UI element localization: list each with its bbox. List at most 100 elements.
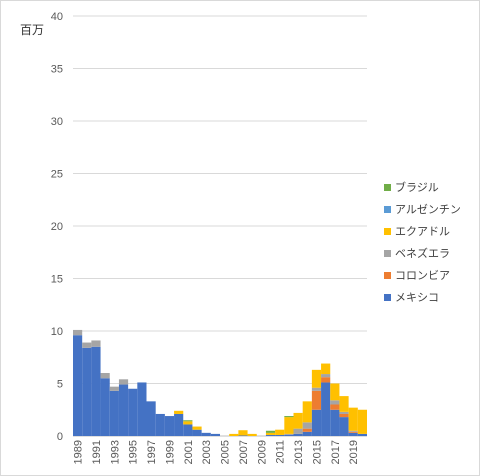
legend-item: ブラジル <box>384 176 461 198</box>
legend-label: メキシコ <box>395 291 439 304</box>
bar-segment <box>330 400 340 405</box>
x-tick-label: 2005 <box>220 440 232 464</box>
bar-segment <box>192 426 202 430</box>
bar-segment <box>348 407 358 431</box>
bar-segment <box>311 390 322 410</box>
legend-item: メキシコ <box>384 286 461 308</box>
legend-swatch <box>384 293 391 301</box>
y-tick-label: 35 <box>51 64 63 76</box>
legend-item: コロンビア <box>384 264 461 286</box>
y-axis-unit-label: 百万 <box>20 23 45 37</box>
bar-segment <box>73 329 83 336</box>
y-tick-label: 15 <box>51 274 63 286</box>
legend-item: ベネズエラ <box>384 242 461 264</box>
bar-segment <box>82 342 92 348</box>
y-tick-label: 40 <box>51 11 63 23</box>
bar-segment <box>164 416 175 436</box>
bar-segment <box>265 432 276 435</box>
bar-segment <box>210 433 220 436</box>
bar-segment <box>238 435 248 436</box>
x-tick-label: 2011 <box>275 440 287 464</box>
bar-segment <box>109 390 119 436</box>
x-tick-label: 2009 <box>256 440 268 464</box>
bar-segment <box>302 422 312 429</box>
bar-segment <box>357 409 367 434</box>
bar-segment <box>348 430 358 432</box>
bar-segment <box>302 431 312 436</box>
bar-segment <box>321 377 331 383</box>
bar-segment <box>321 363 331 375</box>
bar-segment <box>174 413 184 436</box>
chart-legend: ブラジルアルゼンチンエクアドル ベネズエラコロンビアメキシコ <box>384 176 461 308</box>
bar-segment <box>293 428 303 434</box>
bar-segment <box>330 383 340 401</box>
x-tick-label: 1989 <box>73 440 85 464</box>
bar-segment <box>311 369 322 388</box>
x-tick-label: 2015 <box>311 440 323 464</box>
x-tick-label: 1995 <box>128 440 140 464</box>
y-tick-label: 25 <box>51 169 63 181</box>
legend-item: エクアドル <box>384 220 461 242</box>
bar-segment <box>339 413 349 418</box>
y-tick-label: 10 <box>51 326 63 338</box>
bar-segment <box>275 429 285 435</box>
bar-segment <box>146 401 156 436</box>
bar-segment <box>174 410 184 414</box>
bar-segment <box>348 431 358 433</box>
bar-segment <box>339 417 349 436</box>
bar-segment <box>100 378 110 436</box>
bar-segment <box>293 433 303 436</box>
x-tick-label: 2003 <box>201 440 213 464</box>
y-tick-label: 5 <box>57 379 63 391</box>
bar-segment <box>339 396 349 412</box>
x-tick-label: 2007 <box>238 440 250 464</box>
y-tick-label: 20 <box>51 221 63 233</box>
x-tick-label: 2013 <box>293 440 305 464</box>
bar-segment <box>247 433 257 436</box>
legend-swatch <box>384 271 391 279</box>
bar-segment <box>265 430 276 433</box>
bar-segment <box>118 384 129 436</box>
bar-segment <box>201 432 211 436</box>
bar-segment <box>82 347 92 436</box>
bar-segment <box>265 434 276 436</box>
bar-segment <box>284 417 294 434</box>
bar-segment <box>311 409 322 436</box>
legend-swatch <box>384 205 391 213</box>
x-tick-label: 2017 <box>330 440 342 464</box>
bar-segment <box>284 416 294 418</box>
bar-segment <box>284 433 294 435</box>
bar-segment <box>357 433 367 436</box>
bar-segment <box>321 382 331 436</box>
bar-segment <box>118 379 129 385</box>
bar-segment <box>302 401 312 423</box>
x-tick-label: 2019 <box>348 440 360 464</box>
bar-segment <box>321 374 331 378</box>
bar-segment <box>91 346 101 436</box>
bar-segment <box>330 409 340 436</box>
x-tick-label: 1997 <box>146 440 158 464</box>
x-tick-label: 1991 <box>91 440 103 464</box>
legend-label: コロンビア <box>395 269 450 282</box>
x-tick-label: 1993 <box>109 440 121 464</box>
y-tick-label: 0 <box>57 431 63 443</box>
legend-swatch <box>384 249 391 257</box>
bar-segment <box>192 429 202 436</box>
legend-label: アルゼンチン <box>395 203 461 216</box>
y-tick-label: 30 <box>51 116 63 128</box>
bar-segment <box>284 434 294 436</box>
legend-swatch <box>384 227 391 235</box>
bar-segment <box>109 386 119 391</box>
bar-segment <box>275 434 285 436</box>
bar-segment <box>229 433 239 436</box>
legend-item: アルゼンチン <box>384 198 461 220</box>
bar-segment <box>339 411 349 414</box>
bar-segment <box>100 373 110 379</box>
bar-segment <box>348 432 358 436</box>
x-tick-label: 2001 <box>183 440 195 464</box>
bar-segment <box>238 430 248 436</box>
bar-segment <box>183 424 193 436</box>
bar-segment <box>302 428 312 432</box>
bar-segment <box>330 404 340 410</box>
